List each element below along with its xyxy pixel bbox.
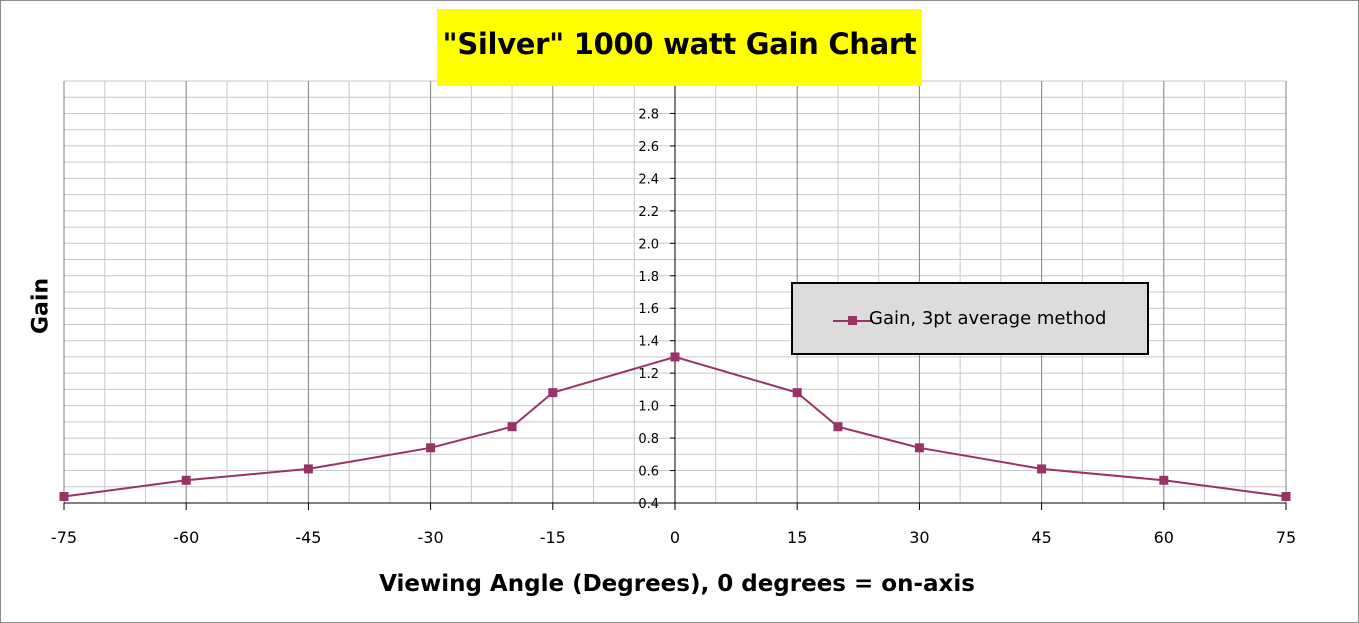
y-tick-label: 1.4 bbox=[638, 335, 659, 350]
data-point-marker bbox=[303, 464, 313, 474]
data-point-marker bbox=[426, 443, 436, 453]
y-tick-label: 1.6 bbox=[638, 302, 659, 317]
data-point-marker bbox=[914, 443, 924, 453]
y-tick-label: 1.0 bbox=[638, 400, 659, 415]
data-point-marker bbox=[181, 475, 191, 485]
y-tick-label: 0.8 bbox=[638, 432, 659, 447]
x-tick-label: 30 bbox=[909, 528, 929, 547]
y-axis-label-container: Gain bbox=[1, 277, 81, 335]
data-point-marker bbox=[1037, 464, 1047, 474]
x-tick-label: -30 bbox=[418, 528, 444, 547]
y-axis-label: Gain bbox=[28, 277, 54, 335]
title-highlight bbox=[437, 9, 922, 86]
data-point-marker bbox=[1159, 475, 1169, 485]
y-tick-label: 0.6 bbox=[638, 465, 659, 480]
y-tick-label: 2.0 bbox=[638, 237, 659, 252]
x-tick-label: 0 bbox=[670, 528, 680, 547]
y-tick-label: 2.4 bbox=[638, 172, 659, 187]
y-tick-label: 2.8 bbox=[638, 107, 659, 122]
data-point-marker bbox=[59, 492, 69, 502]
data-point-marker bbox=[548, 388, 558, 398]
legend-entry: Gain, 3pt average method bbox=[869, 308, 1107, 329]
data-point-marker bbox=[670, 352, 680, 362]
data-point-marker bbox=[1281, 492, 1291, 502]
x-tick-label: 75 bbox=[1276, 528, 1296, 547]
legend: Gain, 3pt average method bbox=[791, 282, 1149, 355]
legend-marker-icon bbox=[848, 316, 857, 325]
data-point-marker bbox=[507, 422, 517, 432]
x-tick-label: -45 bbox=[295, 528, 321, 547]
x-tick-label: 60 bbox=[1154, 528, 1174, 547]
x-tick-label: -15 bbox=[540, 528, 566, 547]
y-tick-label: 2.6 bbox=[638, 140, 659, 155]
x-tick-label: 15 bbox=[787, 528, 807, 547]
x-tick-label: -60 bbox=[173, 528, 199, 547]
y-tick-label: 1.2 bbox=[638, 367, 659, 382]
data-point-marker bbox=[833, 422, 843, 432]
y-tick-label: 0.4 bbox=[638, 497, 659, 512]
x-axis-label: Viewing Angle (Degrees), 0 degrees = on-… bbox=[379, 571, 975, 597]
x-tick-label: 45 bbox=[1031, 528, 1051, 547]
data-point-marker bbox=[792, 388, 802, 398]
y-tick-label: 1.8 bbox=[638, 270, 659, 285]
y-tick-label: 2.2 bbox=[638, 205, 659, 220]
chart-title: "Silver" 1000 watt Gain Chart bbox=[442, 27, 917, 61]
x-tick-label: -75 bbox=[51, 528, 77, 547]
